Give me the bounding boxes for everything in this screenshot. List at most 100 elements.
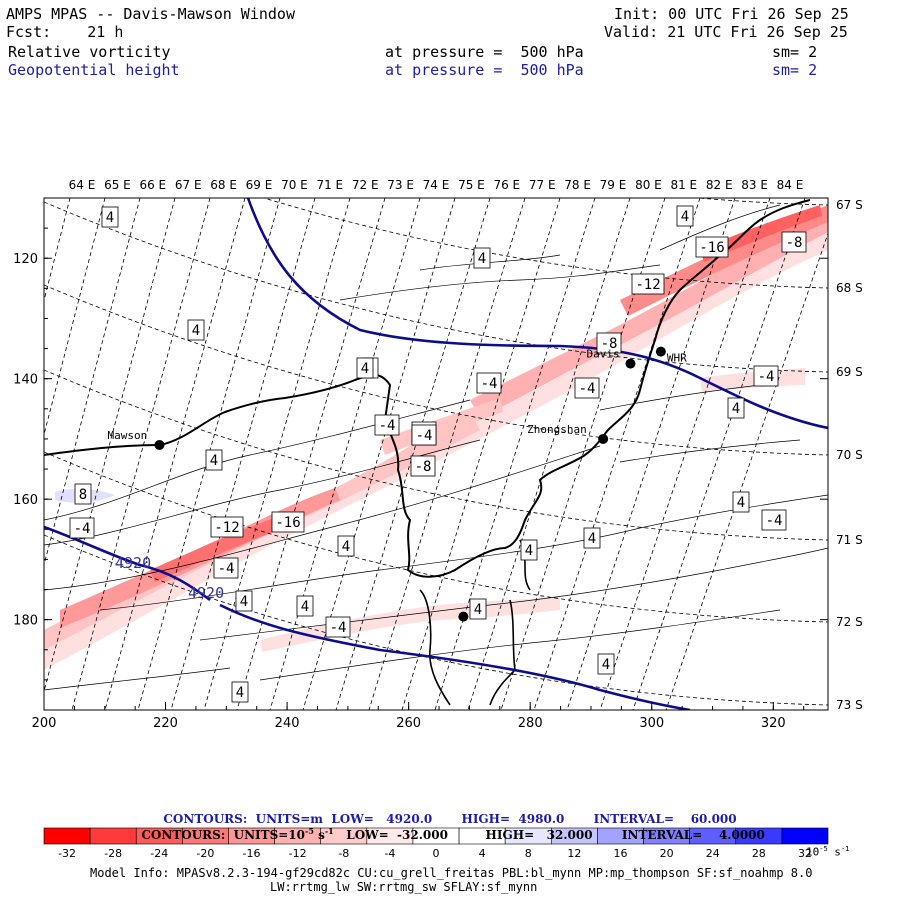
height-contour-label: 4920	[188, 584, 224, 602]
station-marker	[458, 611, 469, 622]
colorbar-label: 16	[613, 847, 627, 860]
vort-contour-interval: INTERVAL= 4.0000	[621, 828, 765, 842]
longitude-label: 75 E	[458, 178, 485, 192]
vorticity-label-box	[374, 414, 400, 436]
vorticity-label-box	[235, 590, 253, 612]
vorticity-shade-11	[44, 510, 80, 520]
vorticity-label-box	[469, 598, 487, 620]
vorticity-label: 4	[301, 599, 309, 615]
vorticity-label: -8	[601, 336, 618, 352]
forecast-hour: Fcst: 21 h	[6, 23, 124, 41]
vorticity-contour	[259, 609, 781, 681]
x-tick-label: 240	[275, 716, 300, 731]
height-contour-label: 4920	[115, 554, 151, 572]
vorticity-label: 4	[106, 210, 114, 226]
y-tick-label: 140	[13, 373, 38, 388]
vorticity-label-box	[761, 509, 787, 531]
vorticity-label: 4	[192, 323, 200, 339]
vorticity-contour	[619, 439, 801, 463]
longitude-label: 81 E	[670, 178, 697, 192]
vorticity-label-box	[205, 449, 223, 471]
station-marker	[625, 358, 636, 369]
colorbar-units-base: 10	[806, 845, 820, 859]
height-contour-high: HIGH= 4980.0	[461, 812, 565, 826]
height-contour	[246, 198, 828, 430]
colorbar-label: 8	[525, 847, 532, 860]
field2-name: Geopotential height	[8, 61, 180, 79]
vorticity-contour	[44, 399, 471, 521]
vorticity-label: -4	[766, 513, 783, 529]
vorticity-contour	[419, 254, 561, 271]
vorticity-label-box	[296, 595, 314, 617]
meridian-line	[269, 198, 421, 710]
station-label: Davis	[586, 348, 619, 361]
colorbar-label: 4	[479, 847, 486, 860]
station-label: Zhongshan	[527, 423, 587, 436]
vorticity-contour	[599, 384, 761, 411]
vorticity-contour-info: CONTOURS: UNITS=10-5 s-1 LOW= -32.000 HI…	[133, 812, 765, 842]
vorticity-shade-7	[380, 398, 503, 455]
colorbar: -32 -28 -24 -20 -16 -12 -8 -4 0 4 8 12 16 20 24 28 32	[43, 827, 829, 860]
vorticity-contour	[44, 445, 601, 591]
meridian-line	[302, 198, 456, 710]
longitude-label: 77 E	[529, 178, 556, 192]
field1-smooth: sm= 2	[772, 43, 818, 61]
meridian-line	[137, 198, 281, 710]
x-tick-label: 320	[761, 716, 786, 731]
height-contour-units: CONTOURS: UNITS=m LOW= 4920.0	[163, 812, 433, 826]
vorticity-label: 4	[732, 401, 740, 417]
vorticity-label: -4	[74, 521, 91, 537]
vorticity-label-box	[210, 516, 244, 538]
vorticity-label-box	[781, 231, 807, 253]
latitude-label: 71 S	[836, 533, 863, 547]
meridian-line	[566, 198, 736, 710]
vorticity-label: -12	[635, 277, 660, 293]
vorticity-label-box	[69, 517, 95, 539]
height-contour-info: CONTOURS: UNITS=m LOW= 4920.0 HIGH= 4980…	[155, 798, 737, 826]
longitude-label: 83 E	[741, 178, 768, 192]
station-label: WHR	[667, 352, 687, 365]
vorticity-label-box	[337, 535, 355, 557]
meridian-line	[335, 198, 491, 710]
contour-labels: 4920 4920 4 4 4 4 4 4 4 -4 4 4 4 4 4 4 4 4 4 -4 -4 -4 -4 -4 -4 -4…	[69, 205, 807, 703]
colorbar-label: 24	[706, 847, 720, 860]
vorticity-label-box	[631, 273, 665, 295]
vorticity-label: 4	[240, 594, 248, 610]
colorbar-units-s: s	[827, 845, 841, 859]
meridian-line	[467, 198, 631, 710]
meridian-line	[599, 198, 771, 710]
vort-contour-high: HIGH= 32.000	[485, 828, 593, 842]
meridian-line	[500, 198, 666, 710]
vorticity-label: -16	[699, 240, 724, 256]
height-contour-interval: INTERVAL= 60.000	[593, 812, 737, 826]
vort-units-s: s	[313, 828, 325, 842]
latitude-label: 70 S	[836, 448, 863, 462]
vorticity-label-box	[356, 357, 374, 379]
longitude-label: 67 E	[175, 178, 202, 192]
axes: 64 E 65 E 66 E 67 E 68 E 69 E 70 E 71 E 72 E 73 E…	[13, 178, 863, 731]
field1-level: at pressure = 500 hPa	[385, 43, 584, 61]
y-tick-label: 160	[13, 493, 38, 508]
vorticity-label: 8	[79, 487, 87, 503]
vort-contour-units: CONTOURS: UNITS=10	[141, 828, 305, 842]
longitude-label: 71 E	[316, 178, 343, 192]
model-info: Model Info: MPASv8.2.3-194-gf29cd82c CU:…	[90, 866, 813, 880]
longitude-label: 64 E	[69, 178, 96, 192]
vorticity-label-box	[476, 372, 502, 394]
colorbar-label: -20	[196, 847, 214, 860]
field2-smooth: sm= 2	[772, 61, 818, 79]
vorticity-label: 4	[588, 531, 596, 547]
meridian-line	[434, 198, 596, 710]
vorticity-label: 4	[474, 602, 482, 618]
colorbar-label: 12	[567, 847, 581, 860]
vorticity-label-box	[231, 681, 249, 703]
colorbar-label: -8	[338, 847, 349, 860]
colorbar-label: 32	[798, 847, 812, 860]
vorticity-label-box	[753, 365, 779, 387]
meridian-line	[533, 198, 701, 710]
vorticity-label-box	[473, 247, 491, 269]
colorbar-cell	[89, 827, 137, 845]
vorticity-label: -4	[481, 376, 498, 392]
field2-level: at pressure = 500 hPa	[385, 61, 584, 79]
longitude-label: 74 E	[423, 178, 450, 192]
